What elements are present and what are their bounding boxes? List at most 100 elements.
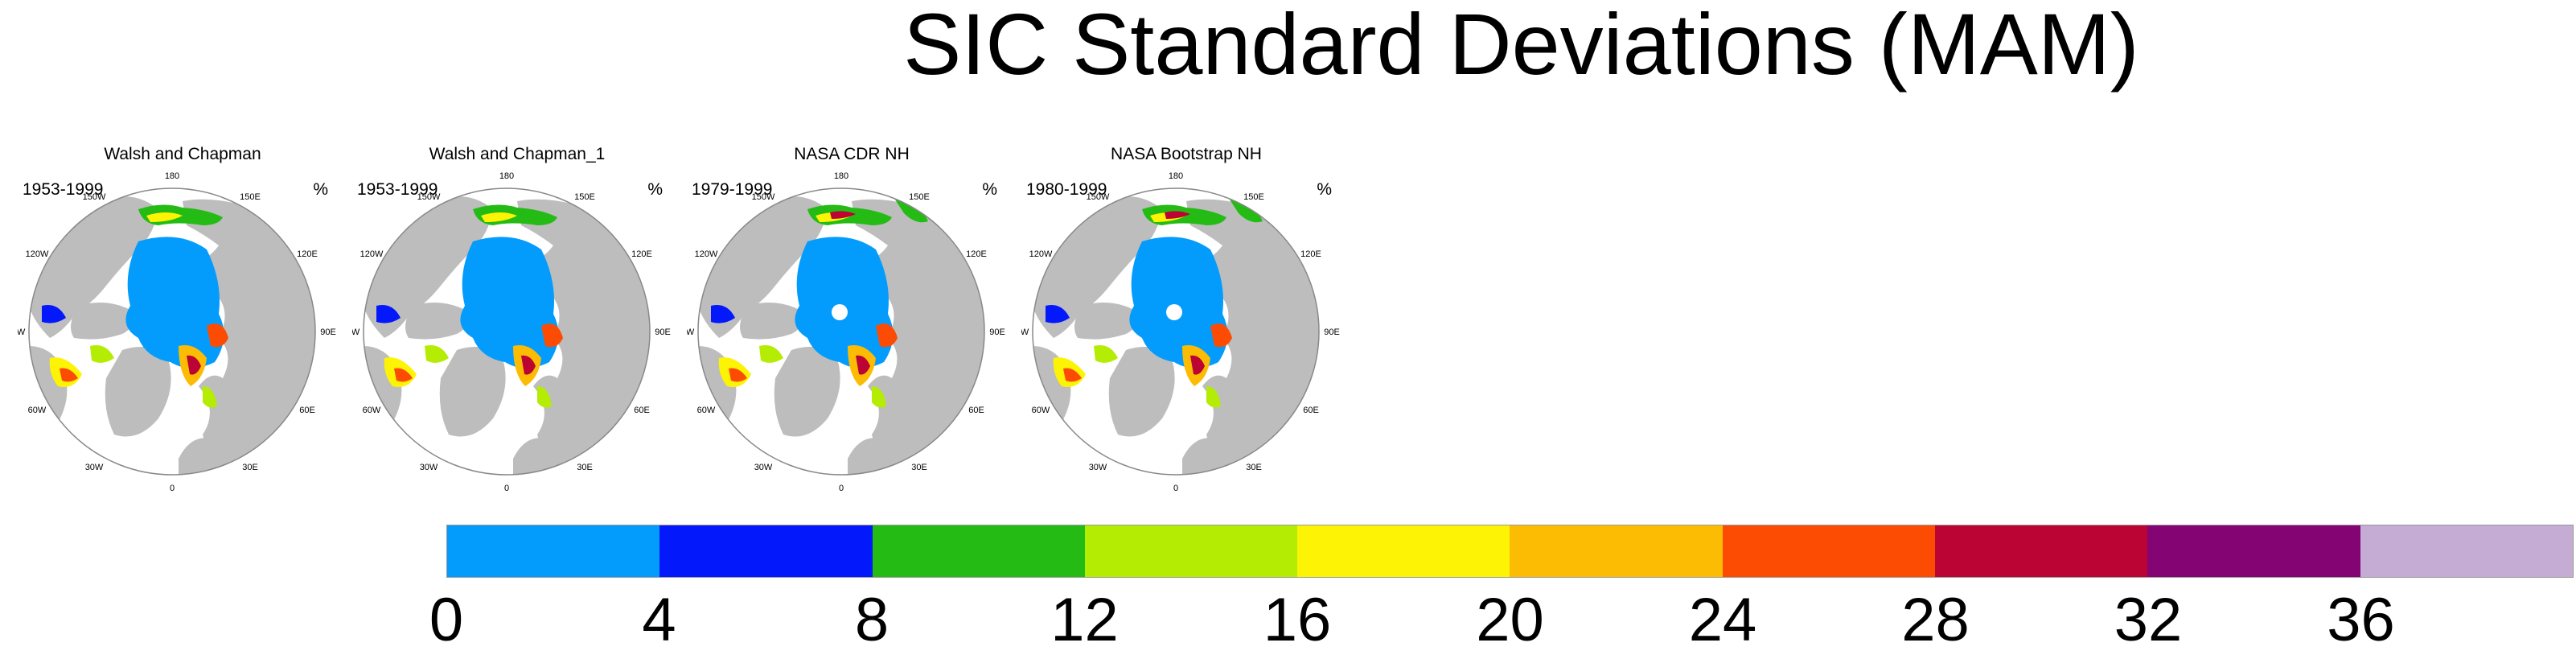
colorbar-tick-labels: 0 4 8 12 16 20 24 28 32 36 [0, 585, 2576, 654]
sea-ice-low-variability [1129, 237, 1228, 369]
longitude-label: 90E [320, 328, 336, 337]
panel-title: NASA Bootstrap NH [1111, 145, 1262, 163]
longitude-label: 150E [1243, 192, 1264, 202]
longitude-label: 90W [687, 328, 695, 337]
colorbar-tick-label: 0 [429, 586, 464, 654]
polar-map: 180 150E 120E 90E 60E 30E 0 30W 60W 90W 120W 150W [18, 171, 336, 491]
landmass-archipelago [740, 303, 803, 340]
variability-band-greenland-sea-peak [187, 355, 201, 375]
colorbar-swatch [2147, 525, 2360, 577]
panel-years: 1953-1999 [357, 180, 438, 199]
map-boundary [1032, 187, 1320, 476]
panel-units: % [1317, 180, 1332, 199]
longitude-label: 60W [28, 406, 47, 415]
variability-band-bering-peak [830, 211, 856, 219]
map-panel-1: Walsh and Chapman 1953-1999 % 180 150E 120… [18, 145, 347, 491]
sea-ice-low-variability [460, 237, 559, 369]
longitude-label: 60W [697, 406, 716, 415]
map-panel-4: NASA Bootstrap NH 1980-1999 % 180 150E 120… [1021, 145, 1351, 491]
longitude-label: 180 [165, 171, 179, 181]
longitude-label: 150W [1087, 192, 1110, 202]
longitude-label: 90E [655, 328, 671, 337]
longitude-label: 180 [1169, 171, 1183, 181]
longitude-label: 30W [420, 463, 438, 472]
variability-band-barents [1210, 323, 1232, 348]
panel-units: % [982, 180, 997, 199]
map-boundary [363, 187, 651, 476]
landmass-archipelago [1074, 303, 1137, 340]
landmass-archipelago [405, 303, 468, 340]
variability-band-baltic [872, 386, 886, 408]
colorbar-tick-label: 12 [1050, 586, 1119, 654]
panel-title: NASA CDR NH [794, 145, 910, 163]
longitude-label: 0 [839, 484, 844, 491]
landmass-greenland [105, 347, 171, 437]
colorbar-swatch [872, 525, 1085, 577]
longitude-label: 120W [360, 249, 384, 259]
variability-band-baffin [759, 345, 783, 363]
colorbar-tick-label: 16 [1263, 586, 1332, 654]
polar-map: 180 150E 120E 90E 60E 30E 0 30W 60W 90W 120W 150W [687, 171, 1005, 491]
colorbar-tick-label: 28 [1901, 586, 1970, 654]
variability-band-bering-peak [1165, 211, 1190, 219]
longitude-label: 90W [352, 328, 360, 337]
pole-hole [1166, 304, 1182, 320]
variability-band-labrador-high [60, 368, 78, 382]
longitude-label: 0 [504, 484, 509, 491]
panel-units: % [647, 180, 663, 199]
variability-band-baffin [1094, 345, 1118, 363]
variability-band-labrador-high [1063, 368, 1082, 382]
longitude-label: 30W [85, 463, 104, 472]
colorbar-swatch [2360, 525, 2573, 577]
longitude-label: 0 [170, 484, 175, 491]
panel-title: Walsh and Chapman [104, 145, 261, 163]
longitude-label: 30W [1089, 463, 1107, 472]
longitude-label: 90E [1324, 328, 1340, 337]
panel-units: % [313, 180, 328, 199]
polar-map: 180 150E 120E 90E 60E 30E 0 30W 60W 90W 120W 150W [352, 171, 671, 491]
variability-band-barents [207, 323, 228, 348]
colorbar-swatch [1935, 525, 2148, 577]
longitude-label: 150W [752, 192, 775, 202]
colorbar-swatch [659, 525, 873, 577]
colorbar-tick-label: 32 [2114, 586, 2183, 654]
colorbar-tick-label: 20 [1476, 586, 1544, 654]
colorbar [446, 525, 2574, 578]
panel-years: 1979-1999 [692, 180, 773, 199]
sea-ice-low-variability [795, 237, 894, 369]
longitude-label: 120E [631, 249, 652, 259]
pole-hole [832, 304, 848, 320]
longitude-label: 120W [26, 249, 49, 259]
figure-title: SIC Standard Deviations (MAM) [903, 0, 2139, 93]
longitude-label: 120W [695, 249, 718, 259]
panel-years: 1953-1999 [23, 180, 104, 199]
variability-band-hudson [711, 305, 735, 323]
variability-band-hudson [1046, 305, 1070, 323]
longitude-label: 150W [417, 192, 441, 202]
longitude-label: 90W [1021, 328, 1029, 337]
longitude-label: 60E [299, 406, 315, 415]
colorbar-swatch [1297, 525, 1510, 577]
longitude-label: 120E [966, 249, 987, 259]
longitude-label: 30E [242, 463, 258, 472]
variability-band-hudson [376, 305, 401, 323]
panel-years: 1980-1999 [1026, 180, 1107, 199]
longitude-label: 120E [297, 249, 318, 259]
longitude-label: 60E [968, 406, 984, 415]
longitude-label: 90E [989, 328, 1005, 337]
longitude-label: 150E [909, 192, 930, 202]
landmass-greenland [439, 347, 506, 437]
polar-map: 180 150E 120E 90E 60E 30E 0 30W 60W 90W 120W 150W [1021, 171, 1340, 491]
longitude-label: 90W [18, 328, 26, 337]
map-boundary [697, 187, 985, 476]
variability-band-bering-high [146, 212, 183, 222]
longitude-label: 150E [574, 192, 595, 202]
colorbar-swatch [1510, 525, 1723, 577]
variability-band-baffin [425, 345, 449, 363]
colorbar-tick-label: 36 [2327, 586, 2395, 654]
landmass-greenland [774, 347, 840, 437]
map-panel-2: Walsh and Chapman_1 1953-1999 % 180 150E 1… [352, 145, 682, 491]
landmass-eurasia [852, 199, 984, 475]
variability-band-labrador-high [729, 368, 747, 382]
variability-band-baffin [90, 345, 114, 363]
